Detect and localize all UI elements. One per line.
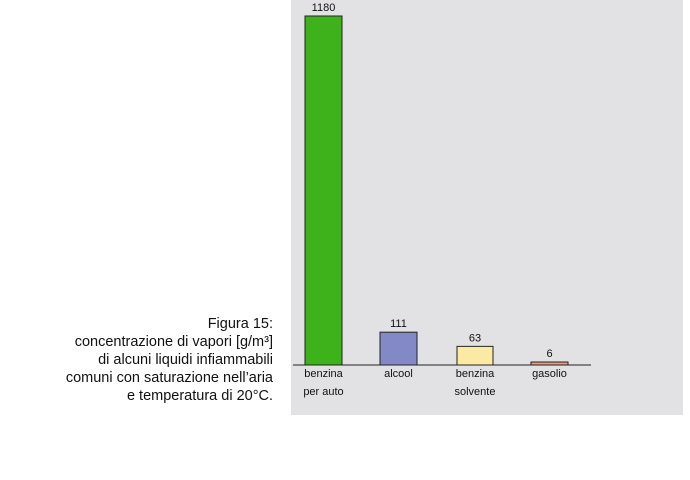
value-label-3: 6 — [546, 348, 552, 360]
bar-chart: 1180 111 63 6 benzina per auto alcool benzina s… — [293, 2, 591, 398]
bar-2 — [456, 345, 494, 366]
category-labels-group: benzina per auto alcool benzina solvente gaso… — [303, 368, 567, 398]
caption-line-3: comuni con saturazione nell’aria — [65, 370, 273, 386]
bar-0 — [304, 15, 343, 366]
category-label-3-0: gasolio — [532, 368, 567, 380]
value-label-2: 63 — [469, 332, 481, 344]
value-label-0: 1180 — [312, 2, 336, 14]
category-label-0-0: benzina — [304, 368, 343, 380]
bars-group — [304, 15, 569, 366]
caption-title: Figura 15: — [207, 316, 273, 332]
bar-1 — [379, 331, 418, 366]
category-label-1-0: alcool — [384, 368, 413, 380]
caption-line-4: e temperatura di 20°C. — [126, 388, 273, 404]
category-label-2-1: solvente — [455, 386, 496, 398]
category-label-0-1: per auto — [303, 386, 343, 398]
category-label-2-0: benzina — [456, 368, 495, 380]
caption-line-1: concentrazione di vapori [g/m³] — [74, 334, 273, 350]
caption-line-2: di alcuni liquidi infiammabili — [98, 352, 273, 368]
chart-panel — [291, 0, 683, 415]
value-labels-group: 1180 111 63 6 — [312, 2, 553, 360]
value-label-1: 111 — [390, 318, 407, 330]
figure-caption: Figura 15: concentrazione di vapori [g/m… — [20, 315, 273, 405]
